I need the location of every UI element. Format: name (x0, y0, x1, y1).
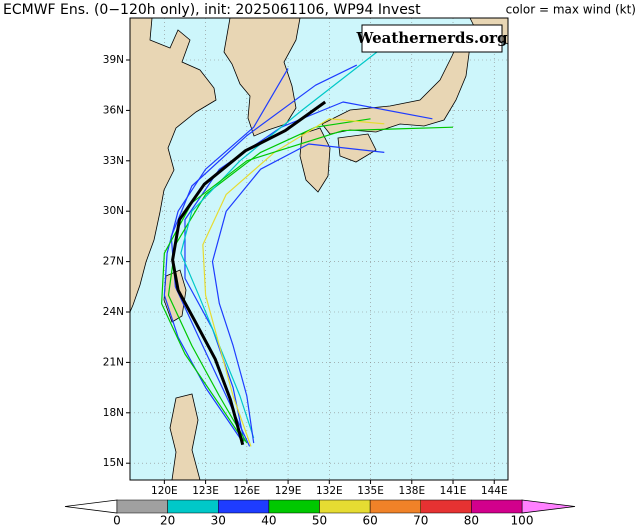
y-tick-label: 15N (103, 457, 124, 469)
china (129, 17, 217, 313)
colorbar-segment (218, 499, 270, 514)
colorbar-label: 50 (312, 514, 327, 528)
y-tick-label: 18N (103, 407, 124, 419)
y-tick-label: 39N (103, 54, 124, 66)
x-tick-label: 135E (357, 485, 384, 497)
legend-note: color = max wind (kt) (506, 3, 636, 17)
member-track (161, 126, 454, 442)
x-tick-label: 126E (233, 485, 260, 497)
member-track (211, 143, 385, 444)
member-track (202, 118, 385, 447)
colorbar-label: 30 (211, 514, 226, 528)
map-frame (129, 17, 509, 481)
colorbar-label: 60 (362, 514, 377, 528)
colorbar-label: 100 (511, 514, 534, 528)
colorbar-segment (369, 499, 421, 514)
x-tick-label: 129E (275, 485, 302, 497)
member-track (184, 101, 433, 442)
x-tick-label: 141E (440, 485, 467, 497)
y-tick-label: 30N (103, 205, 124, 217)
honshu (321, 33, 471, 135)
colorbar-segment (471, 499, 523, 514)
watermark-box (361, 24, 503, 53)
x-tick-label: 138E (398, 485, 425, 497)
x-tick-label: 144E (481, 485, 508, 497)
colorbar-segment (116, 499, 168, 514)
colorbar-over (521, 499, 576, 514)
colorbar-segment (319, 499, 371, 514)
colorbar-label: 40 (261, 514, 276, 528)
colorbar-label: 70 (413, 514, 428, 528)
colorbar-label: 80 (464, 514, 479, 528)
y-tick-label: 24N (103, 306, 124, 318)
korea (223, 17, 301, 137)
colorbar-label: 0 (113, 514, 121, 528)
colorbar-segment (420, 499, 472, 514)
title: ECMWF Ens. (0−120h only), init: 20250611… (3, 2, 421, 18)
colorbar-segment (268, 499, 320, 514)
x-tick-label: 123E (192, 485, 219, 497)
colorbar-segment (167, 499, 219, 514)
member-track (180, 51, 378, 439)
x-tick-label: 120E (151, 485, 178, 497)
x-tick-label: 132E (316, 485, 343, 497)
y-tick-label: 36N (103, 104, 124, 116)
y-tick-label: 33N (103, 155, 124, 167)
shikoku (337, 133, 377, 163)
y-tick-label: 21N (103, 356, 124, 368)
mean-track (171, 100, 327, 446)
colorbar-under (64, 499, 118, 514)
watermark: Weathernerds.org (355, 29, 508, 47)
colorbar-label: 20 (160, 514, 175, 528)
y-tick-label: 27N (103, 256, 124, 268)
